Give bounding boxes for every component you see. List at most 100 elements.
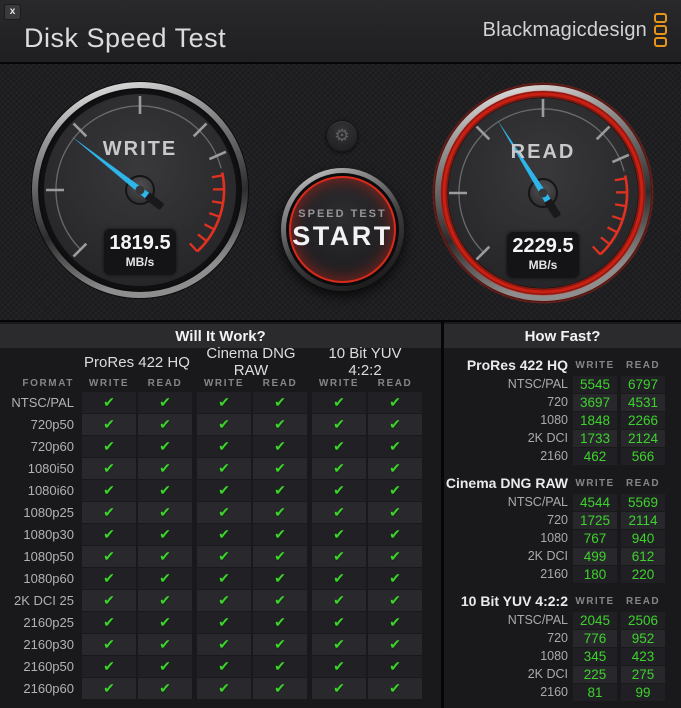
check-icon: ✔ (333, 635, 345, 652)
gear-icon[interactable]: ⚙ (326, 120, 358, 152)
check-icon: ✔ (274, 547, 286, 564)
codec-section: 10 Bit YUV 4:2:2 WRITE READ NTSC/PAL 2045 250… (444, 591, 681, 701)
check-cell: ✔ (138, 677, 192, 699)
check-icon: ✔ (274, 503, 286, 520)
check-cell: ✔ (253, 545, 307, 567)
write-speed-value: 1733 (573, 429, 617, 447)
check-cell: ✔ (253, 567, 307, 589)
check-cell: ✔ (138, 501, 192, 523)
write-header: WRITE (203, 378, 245, 389)
check-icon: ✔ (274, 481, 286, 498)
check-icon: ✔ (389, 679, 401, 696)
codec-name: Cinema DNG RAW (445, 475, 568, 491)
check-icon: ✔ (218, 525, 230, 542)
check-icon: ✔ (159, 459, 171, 476)
resolution-label: 720 (547, 395, 568, 409)
resolution-label: 1080 (540, 413, 568, 427)
write-speed-value: 1725 (573, 511, 617, 529)
start-button[interactable]: SPEED TEST START (281, 168, 404, 291)
check-icon: ✔ (103, 635, 115, 652)
check-cell: ✔ (197, 633, 251, 655)
check-icon: ✔ (333, 657, 345, 674)
check-icon: ✔ (103, 437, 115, 454)
check-icon: ✔ (333, 679, 345, 696)
speed-row: NTSC/PAL 4544 5569 (444, 493, 681, 511)
check-cell: ✔ (82, 435, 136, 457)
resolution-label: 1080 (540, 531, 568, 545)
read-speed-value: 275 (621, 665, 665, 683)
check-cell: ✔ (197, 567, 251, 589)
check-cell: ✔ (368, 677, 422, 699)
write-speed-value: 225 (573, 665, 617, 683)
resolution-label: 1080 (540, 649, 568, 663)
check-icon: ✔ (389, 437, 401, 454)
check-icon: ✔ (103, 415, 115, 432)
check-cell: ✔ (368, 457, 422, 479)
write-header: WRITE (575, 477, 615, 489)
codec-group-label: Cinema DNG RAW (206, 345, 296, 379)
check-icon: ✔ (159, 635, 171, 652)
write-gauge: WRITE 1819.5 MB/s (27, 77, 253, 303)
format-row: 1080p60 ✔ ✔ ✔ ✔ ✔ ✔ (0, 567, 441, 589)
format-label: 720p60 (30, 438, 74, 454)
check-cell: ✔ (253, 611, 307, 633)
check-icon: ✔ (333, 525, 345, 542)
check-cell: ✔ (197, 435, 251, 457)
write-speed-value: 345 (573, 647, 617, 665)
read-header: READ (147, 378, 183, 389)
format-row: 720p50 ✔ ✔ ✔ ✔ ✔ ✔ (0, 413, 441, 435)
read-header: READ (262, 378, 298, 389)
check-icon: ✔ (103, 569, 115, 586)
will-it-work-title: Will It Work? (0, 324, 441, 348)
write-header: WRITE (575, 595, 615, 607)
speed-row: 2160 180 220 (444, 565, 681, 583)
check-cell: ✔ (82, 589, 136, 611)
speed-row: 2K DCI 225 275 (444, 665, 681, 683)
check-cell: ✔ (197, 545, 251, 567)
check-icon: ✔ (159, 437, 171, 454)
check-icon: ✔ (159, 525, 171, 542)
format-row: 2K DCI 25 ✔ ✔ ✔ ✔ ✔ ✔ (0, 589, 441, 611)
write-needle (71, 136, 164, 210)
check-icon: ✔ (103, 525, 115, 542)
format-label: 1080i50 (27, 460, 74, 476)
write-speed-unit: MB/s (125, 255, 155, 269)
check-cell: ✔ (82, 501, 136, 523)
check-cell: ✔ (312, 391, 366, 413)
check-icon: ✔ (159, 547, 171, 564)
write-gauge-label: WRITE (102, 138, 178, 160)
check-icon: ✔ (389, 503, 401, 520)
write-speed-value: 1819.5 (109, 232, 171, 254)
codec-section: Cinema DNG RAW WRITE READ NTSC/PAL 4544 5569 7… (444, 473, 681, 583)
will-it-work-body: NTSC/PAL ✔ ✔ ✔ ✔ ✔ ✔ 720p50 ✔ ✔ ✔ ✔ ✔ ✔ 720p60 ✔ ✔ ✔ ✔ ✔ ✔ 10… (0, 391, 441, 699)
format-row: 1080p50 ✔ ✔ ✔ ✔ ✔ ✔ (0, 545, 441, 567)
check-icon: ✔ (103, 591, 115, 608)
check-cell: ✔ (82, 655, 136, 677)
read-speed-value: 952 (621, 629, 665, 647)
how-fast-panel: How Fast? ProRes 422 HQ WRITE READ NTSC/PAL… (444, 322, 681, 708)
read-speed-value: 2229.5 (512, 235, 574, 257)
speed-row: NTSC/PAL 5545 6797 (444, 375, 681, 393)
check-cell: ✔ (197, 589, 251, 611)
check-icon: ✔ (274, 679, 286, 696)
check-cell: ✔ (253, 589, 307, 611)
check-icon: ✔ (218, 437, 230, 454)
check-cell: ✔ (197, 655, 251, 677)
check-icon: ✔ (159, 679, 171, 696)
check-cell: ✔ (138, 611, 192, 633)
check-icon: ✔ (218, 679, 230, 696)
close-icon[interactable]: x (4, 4, 21, 20)
read-value-box: 2229.5 MB/s (507, 231, 579, 277)
check-icon: ✔ (274, 437, 286, 454)
check-icon: ✔ (218, 547, 230, 564)
write-speed-value: 5545 (573, 375, 617, 393)
format-row: 2160p60 ✔ ✔ ✔ ✔ ✔ ✔ (0, 677, 441, 699)
resolution-label: NTSC/PAL (507, 377, 568, 391)
start-button-title: START (292, 220, 393, 251)
speed-row: 1080 345 423 (444, 647, 681, 665)
logo-squares-icon (654, 13, 667, 47)
check-cell: ✔ (82, 567, 136, 589)
read-speed-value: 423 (621, 647, 665, 665)
write-speed-value: 81 (573, 683, 617, 701)
